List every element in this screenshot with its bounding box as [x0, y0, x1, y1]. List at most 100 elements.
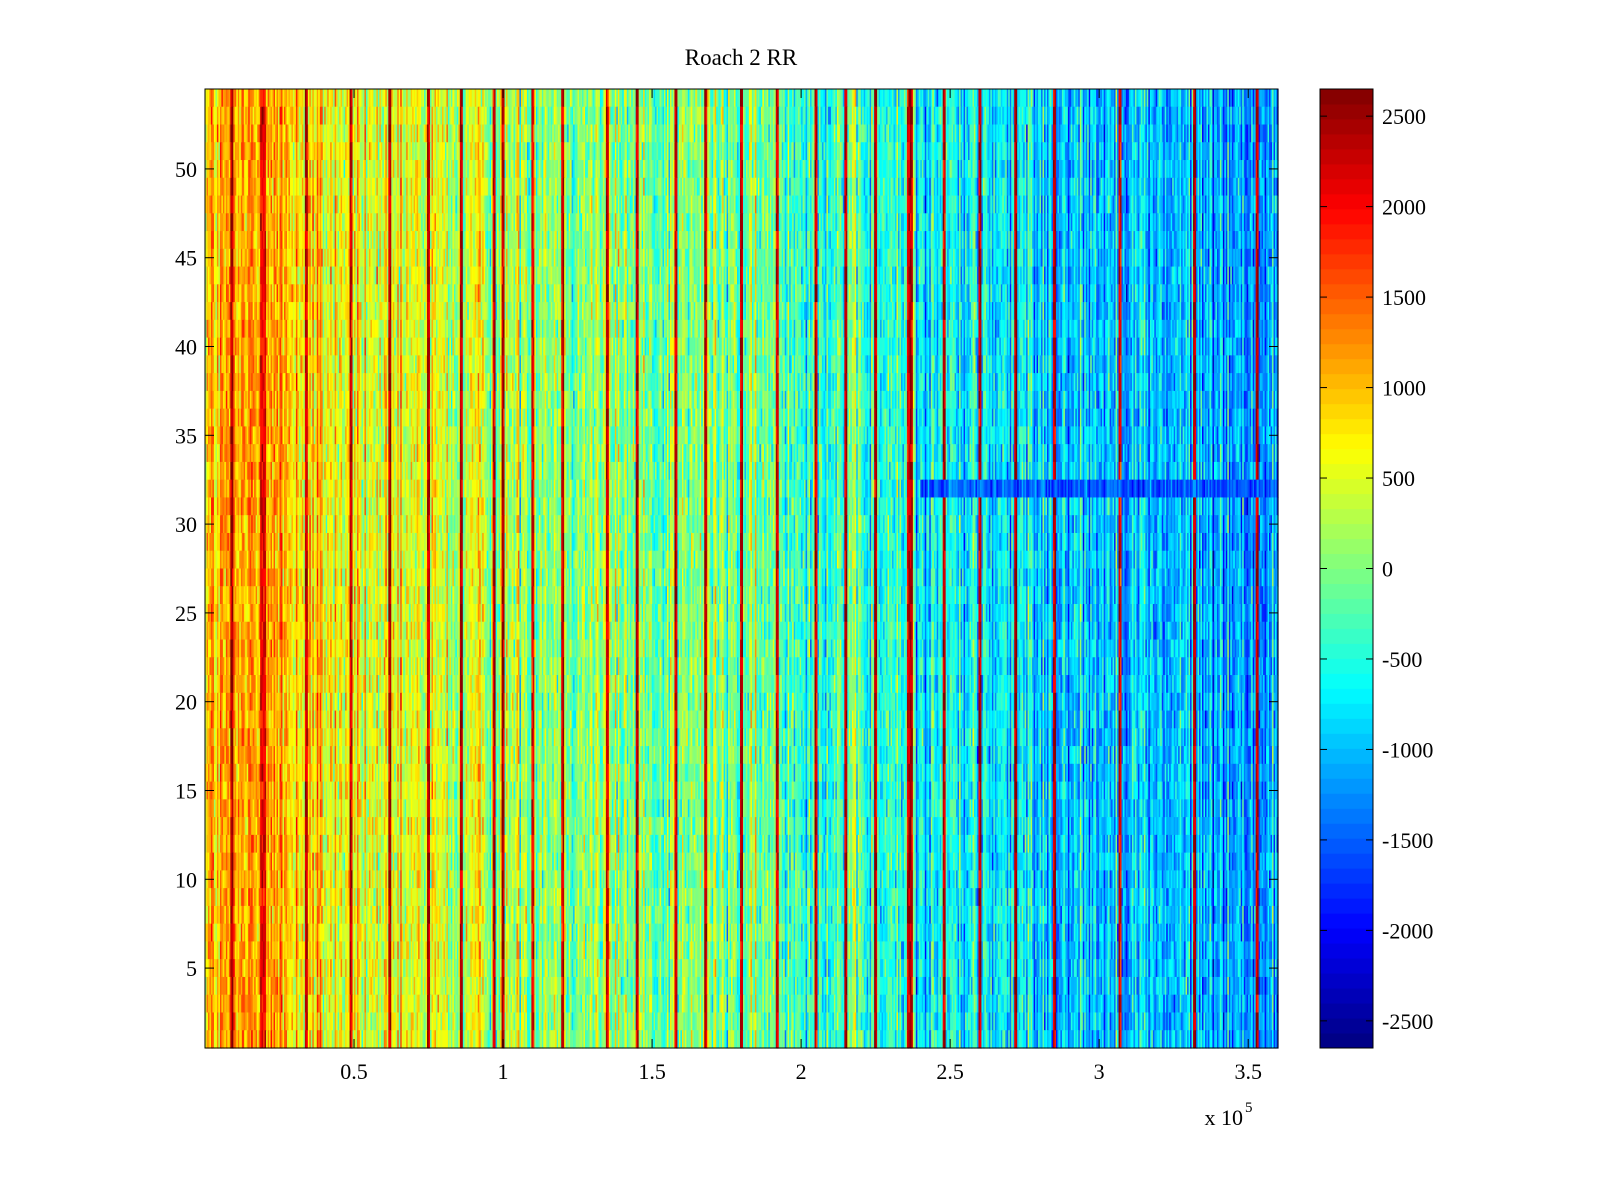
- heatmap-cell: [643, 89, 646, 108]
- heatmap-cell: [640, 89, 643, 108]
- heatmap-cell: [1236, 106, 1239, 126]
- heatmap-cell: [462, 124, 465, 143]
- heatmap-cell: [1175, 106, 1178, 126]
- heatmap-cell: [476, 124, 479, 143]
- heatmap-cell: [561, 106, 564, 126]
- heatmap-cell: [942, 106, 945, 126]
- heatmap-cell: [1260, 106, 1263, 126]
- heatmap-cell: [272, 124, 275, 143]
- heatmap-cell: [988, 106, 991, 126]
- heatmap-cell: [975, 106, 978, 126]
- heatmap-cell: [596, 89, 600, 108]
- heatmap-cell: [361, 124, 364, 143]
- heatmap-cell: [908, 106, 911, 126]
- heatmap-cell: [866, 106, 869, 126]
- heatmap-cell: [249, 124, 252, 143]
- heatmap-cell: [482, 106, 485, 126]
- heatmap-cell: [832, 106, 835, 126]
- heatmap-cell: [492, 124, 495, 143]
- heatmap-cell: [476, 106, 479, 126]
- heatmap-cell: [1067, 106, 1070, 126]
- heatmap-cell: [413, 89, 416, 108]
- heatmap-cell: [671, 106, 674, 126]
- heatmap-cell: [470, 106, 473, 126]
- heatmap-cell: [441, 89, 445, 108]
- heatmap-cell: [811, 106, 814, 126]
- heatmap-cell: [915, 89, 918, 108]
- heatmap-cell: [251, 106, 254, 126]
- heatmap-cell: [576, 106, 579, 126]
- heatmap-cell: [386, 89, 389, 108]
- heatmap-cell: [820, 106, 823, 126]
- heatmap-cells: [205, 89, 1279, 1049]
- heatmap-cell: [583, 106, 586, 126]
- heatmap-cell: [558, 124, 561, 143]
- heatmap-cell: [433, 106, 436, 126]
- heatmap-cell: [1091, 89, 1094, 108]
- heatmap-cell: [377, 106, 380, 126]
- heatmap-cell: [358, 124, 361, 143]
- heatmap-cell: [281, 106, 284, 126]
- heatmap-cell: [449, 124, 452, 143]
- heatmap-cell: [213, 89, 217, 108]
- heatmap-cell: [516, 124, 519, 143]
- heatmap-cell: [437, 106, 440, 126]
- heatmap-cell: [324, 89, 327, 108]
- heatmap-cell: [339, 89, 342, 108]
- heatmap-cell: [601, 106, 604, 126]
- heatmap-cell: [562, 124, 565, 143]
- heatmap-cell: [564, 124, 567, 143]
- heatmap-cell: [868, 106, 871, 126]
- heatmap-cell: [535, 106, 538, 126]
- heatmap-cell: [455, 124, 458, 143]
- heatmap-cell: [574, 106, 577, 126]
- heatmap-cell: [1072, 89, 1075, 108]
- heatmap-cell: [239, 106, 242, 126]
- heatmap-cell: [453, 106, 456, 126]
- heatmap-cell: [322, 124, 325, 143]
- heatmap-cell: [346, 89, 349, 108]
- heatmap-cell: [306, 124, 309, 143]
- heatmap-cell: [313, 89, 316, 108]
- heatmap-cell: [497, 89, 500, 108]
- heatmap-cell: [279, 89, 282, 108]
- heatmap-cell: [252, 89, 255, 108]
- heatmap-cell: [1225, 89, 1228, 108]
- heatmap-cell: [477, 106, 480, 126]
- heatmap-cell: [830, 89, 834, 108]
- heatmap-cell: [1240, 106, 1243, 126]
- heatmap-cell: [1169, 106, 1172, 126]
- heatmap-cell: [352, 89, 355, 108]
- heatmap-cell: [267, 89, 270, 108]
- heatmap-cell: [476, 89, 479, 108]
- heatmap-cell: [559, 89, 562, 108]
- heatmap-cell: [1127, 106, 1130, 126]
- heatmap-cell: [774, 106, 777, 126]
- heatmap-cell: [941, 106, 944, 126]
- heatmap-cell: [945, 89, 948, 108]
- heatmap-cell: [526, 124, 529, 143]
- heatmap-cell: [236, 106, 239, 126]
- heatmap-cell: [571, 124, 574, 143]
- heatmap-cell: [994, 106, 997, 126]
- heatmap-cell: [468, 106, 471, 126]
- heatmap-cell: [537, 106, 540, 126]
- heatmap-cell: [410, 124, 413, 143]
- heatmap-cell: [459, 89, 462, 108]
- heatmap-cell: [257, 89, 260, 108]
- heatmap-cell: [416, 89, 419, 108]
- heatmap-cell: [683, 106, 686, 126]
- heatmap-cell: [792, 106, 795, 126]
- heatmap-cell: [1111, 89, 1114, 108]
- heatmap-cell: [1021, 89, 1024, 108]
- heatmap-cell: [1246, 89, 1249, 108]
- heatmap-cell: [1057, 89, 1060, 108]
- heatmap-cell: [598, 124, 601, 143]
- heatmap-cell: [722, 89, 725, 108]
- heatmap-cell: [328, 124, 331, 143]
- heatmap-cell: [562, 106, 565, 126]
- heatmap-cell: [917, 106, 920, 126]
- heatmap-cell: [1061, 89, 1064, 108]
- heatmap-cell: [918, 89, 921, 108]
- heatmap-cell: [538, 124, 541, 143]
